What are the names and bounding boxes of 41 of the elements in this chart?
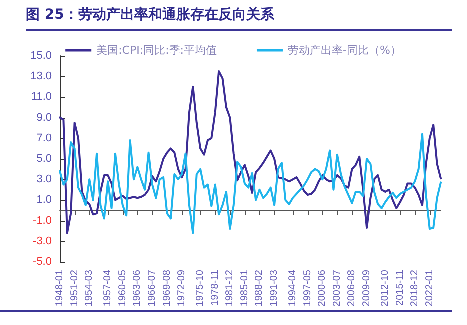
y-tick-label: 11.0 xyxy=(31,91,52,104)
x-tick-label: 2012-10 xyxy=(380,270,392,307)
x-tick-label: 1972-09 xyxy=(176,270,188,307)
line-series xyxy=(59,133,442,234)
x-tick-label: 1991-03 xyxy=(269,270,280,307)
x-tick-label: 1960-05 xyxy=(117,270,128,307)
y-tick-label: 9.0 xyxy=(36,112,52,124)
x-tick-label: 1997-05 xyxy=(302,270,314,307)
y-tick-label: 15.0 xyxy=(30,50,52,62)
x-tick-label: 1969-08 xyxy=(162,270,173,307)
x-tick-label: 2022-01 xyxy=(424,270,436,307)
y-tick-label: -3.0 xyxy=(33,235,52,248)
y-tick-label: 3.0 xyxy=(36,174,52,186)
x-tick-label: 2018-12 xyxy=(410,270,421,307)
y-tick-label: -1.0 xyxy=(33,214,52,227)
x-tick-label: 2003-07 xyxy=(332,270,343,307)
y-tick-label: 13.0 xyxy=(30,70,52,83)
x-tick-label: 1948-01 xyxy=(54,270,66,307)
x-tick-label: 2009-09 xyxy=(362,270,373,307)
x-tick-label: 1966-07 xyxy=(146,270,158,307)
x-tick-label: 1951-02 xyxy=(69,270,80,307)
x-tick-label: 2006-08 xyxy=(346,270,358,307)
x-tick-label: 1985-01 xyxy=(239,270,250,307)
legend-label: 美国:CPI:同比:季:平均值 xyxy=(96,44,217,57)
x-tick-label: 1978-11 xyxy=(210,270,221,306)
x-tick-label: 1981-12 xyxy=(224,270,236,307)
x-tick-label: 2000-06 xyxy=(317,270,328,307)
x-tick-label: 1963-06 xyxy=(132,270,144,307)
x-tick-label: 1975-10 xyxy=(195,270,206,307)
x-tick-label: 1988-02 xyxy=(254,270,266,307)
y-tick-label: -5.0 xyxy=(33,256,52,268)
line-series xyxy=(59,70,442,234)
x-tick-label: 1994-04 xyxy=(288,270,299,307)
y-tick-label: 1.0 xyxy=(36,194,52,206)
x-tick-label: 2015-11 xyxy=(394,270,406,306)
x-tick-label: 1954-03 xyxy=(84,270,96,307)
chart-title: 图 25：劳动产出率和通胀存在反向关系 xyxy=(26,6,452,31)
y-tick-label: 5.0 xyxy=(36,153,52,165)
x-tick-label: 1957-04 xyxy=(102,270,114,307)
y-tick-label: 7.0 xyxy=(36,132,52,144)
legend-label: 劳动产出率-同比（%） xyxy=(288,44,402,57)
